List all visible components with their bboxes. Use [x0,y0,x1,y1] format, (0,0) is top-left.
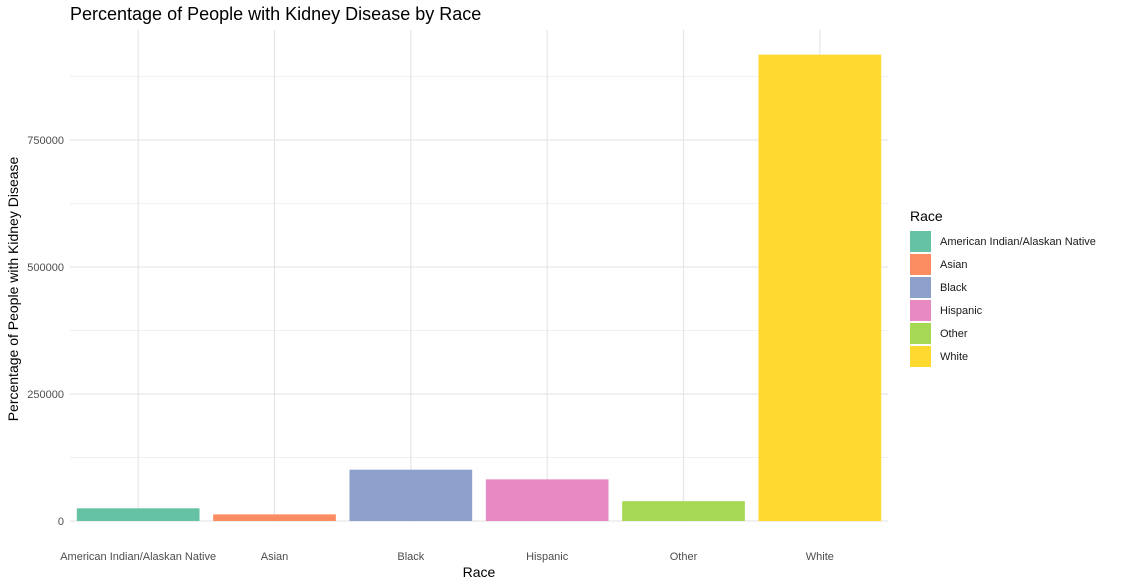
legend-title: Race [910,208,943,224]
legend-item: Asian [910,253,1096,276]
y-tick-label: 0 [58,516,64,528]
x-tick-label: Other [670,551,698,563]
legend-label: Hispanic [940,304,983,317]
legend-swatch [910,300,931,321]
legend-items: American Indian/Alaskan Native Asian Black… [910,230,1096,368]
legend-label: Other [940,327,968,340]
y-axis-ticks: 0 250000 500000 750000 [27,135,64,528]
legend-label: White [940,350,969,363]
bar-other [622,501,745,521]
legend-swatch [910,231,931,252]
x-tick-label: Asian [261,551,289,563]
y-tick-label: 750000 [27,135,64,147]
x-tick-label: Hispanic [526,551,569,563]
bar-white [758,54,882,521]
x-tick-label: White [806,551,834,563]
legend-item: Hispanic [910,299,1096,322]
y-tick-label: 500000 [27,262,64,274]
bar-hispanic [485,479,609,521]
x-tick-label: Black [397,551,424,563]
legend-swatch [910,254,931,275]
legend-item: Black [910,276,1096,299]
x-tick-label: American Indian/Alaskan Native [60,551,216,563]
bar-black [349,469,473,521]
legend-item: American Indian/Alaskan Native [910,230,1096,253]
legend-swatch [910,277,931,298]
bar-american-indian-alaskan-native [76,508,200,521]
grid-lines [70,30,888,522]
legend-label: Black [940,281,967,294]
chart-title: Percentage of People with Kidney Disease… [70,4,482,24]
bars [76,54,882,521]
x-axis-label: Race [463,564,496,580]
legend: Race American Indian/Alaskan Native Asian… [910,208,1096,368]
bar-asian [213,514,336,521]
y-axis-label: Percentage of People with Kidney Disease [5,156,21,421]
legend-item: Other [910,322,1096,345]
legend-item: White [910,345,1096,368]
x-axis-ticks: American Indian/Alaskan Native Asian Black… [60,551,834,563]
legend-swatch [910,323,931,344]
legend-label: Asian [940,258,968,271]
legend-label: American Indian/Alaskan Native [940,235,1096,248]
legend-swatch [910,346,931,367]
y-tick-label: 250000 [27,389,64,401]
